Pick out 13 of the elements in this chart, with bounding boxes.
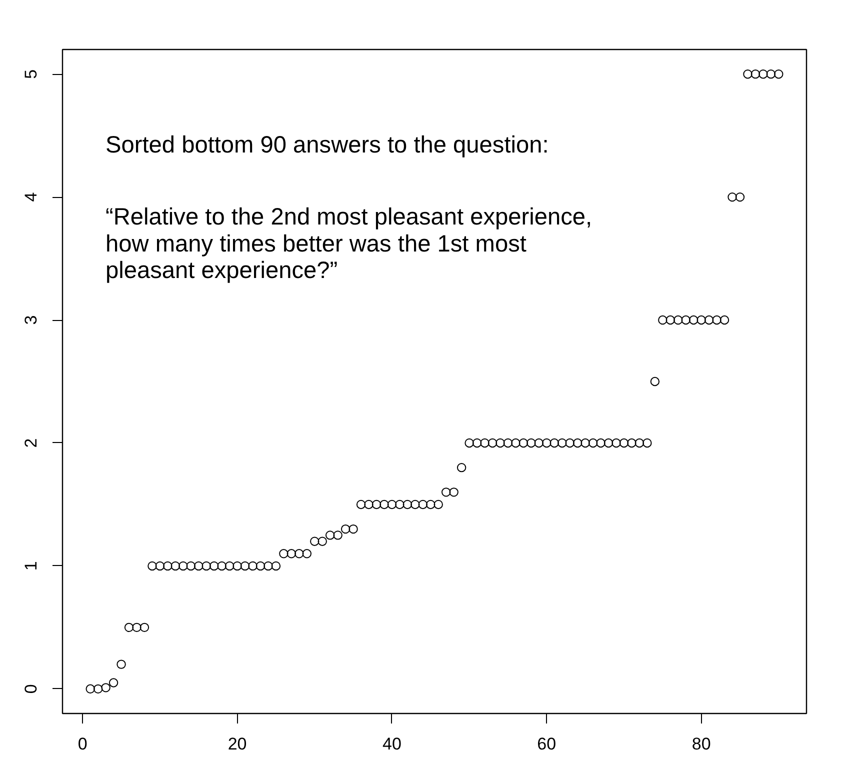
y-tick-label: 5 [22, 69, 40, 79]
x-tick-label: 0 [78, 734, 88, 754]
x-tick-label: 80 [692, 734, 711, 754]
annotation: Sorted bottom 90 answers to the question: [106, 132, 549, 158]
x-tick-label: 40 [382, 734, 402, 754]
x-tick-label: 20 [228, 734, 247, 754]
annotation: “Relative to the 2nd most pleasant experience, how many times better was the 1st most pleasant experience?” [106, 204, 592, 284]
x-tick-label: 60 [537, 734, 556, 754]
y-tick-label: 0 [22, 684, 40, 694]
y-tick-label: 4 [22, 192, 40, 202]
y-tick-label: 3 [22, 315, 40, 325]
y-tick-label: 1 [22, 561, 40, 571]
y-tick-label: 2 [22, 438, 40, 448]
